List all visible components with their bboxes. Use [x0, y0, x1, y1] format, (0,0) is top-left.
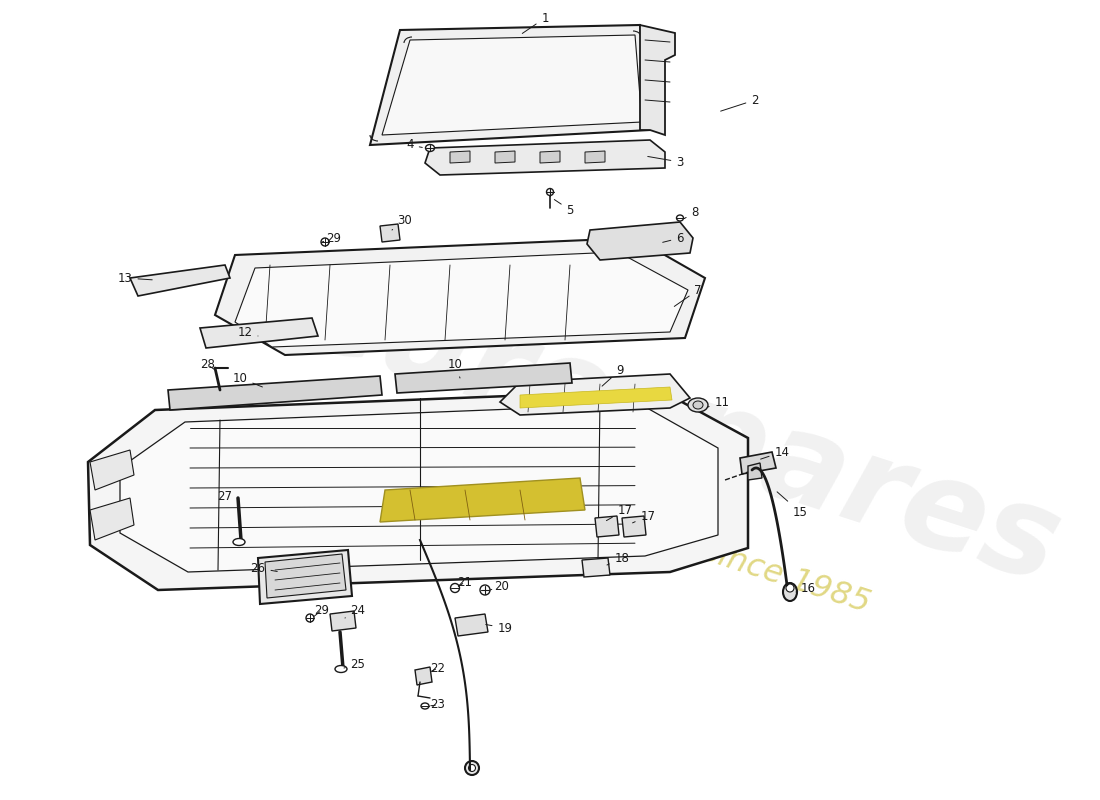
Text: 25: 25 — [344, 658, 365, 670]
Text: 30: 30 — [392, 214, 412, 230]
Text: 20: 20 — [490, 579, 509, 593]
Text: 27: 27 — [218, 490, 238, 502]
Text: 24: 24 — [345, 603, 365, 618]
Polygon shape — [585, 151, 605, 163]
Text: 2: 2 — [720, 94, 759, 111]
Ellipse shape — [783, 583, 798, 601]
Polygon shape — [88, 390, 748, 590]
Ellipse shape — [676, 215, 683, 221]
Polygon shape — [520, 387, 672, 408]
Polygon shape — [587, 222, 693, 260]
Ellipse shape — [480, 585, 490, 595]
Polygon shape — [382, 35, 642, 135]
Polygon shape — [540, 151, 560, 163]
Polygon shape — [621, 516, 646, 537]
Polygon shape — [214, 238, 705, 355]
Polygon shape — [495, 151, 515, 163]
Text: 15: 15 — [777, 492, 807, 518]
Polygon shape — [200, 318, 318, 348]
Text: a passion for parts since 1985: a passion for parts since 1985 — [406, 441, 874, 619]
Ellipse shape — [426, 145, 434, 151]
Text: 3: 3 — [648, 155, 684, 169]
Text: 19: 19 — [486, 622, 513, 634]
Polygon shape — [379, 478, 585, 522]
Text: 10: 10 — [232, 371, 263, 387]
Polygon shape — [379, 224, 400, 242]
Ellipse shape — [451, 583, 460, 593]
Polygon shape — [168, 376, 382, 410]
Text: 17: 17 — [606, 503, 632, 521]
Text: 18: 18 — [607, 551, 629, 565]
Text: 11: 11 — [707, 395, 729, 409]
Text: 10: 10 — [448, 358, 462, 378]
Text: 1: 1 — [522, 11, 549, 34]
Ellipse shape — [421, 703, 429, 709]
Ellipse shape — [233, 538, 245, 546]
Polygon shape — [740, 452, 776, 474]
Ellipse shape — [786, 584, 794, 592]
Ellipse shape — [469, 765, 475, 771]
Text: 9: 9 — [602, 363, 624, 386]
Text: 16: 16 — [796, 582, 815, 594]
Ellipse shape — [693, 401, 703, 409]
Polygon shape — [130, 265, 230, 296]
Polygon shape — [582, 558, 610, 577]
Ellipse shape — [306, 614, 313, 622]
Text: 14: 14 — [760, 446, 790, 459]
Text: 29: 29 — [315, 603, 330, 617]
Ellipse shape — [465, 761, 478, 775]
Polygon shape — [748, 463, 762, 480]
Polygon shape — [370, 25, 650, 145]
Polygon shape — [330, 611, 356, 631]
Polygon shape — [455, 614, 488, 636]
Polygon shape — [258, 550, 352, 604]
Text: 17: 17 — [632, 510, 656, 523]
Text: 28: 28 — [200, 358, 216, 371]
Ellipse shape — [321, 238, 329, 246]
Polygon shape — [235, 252, 688, 347]
Text: 4: 4 — [406, 138, 422, 151]
Text: 8: 8 — [684, 206, 699, 218]
Polygon shape — [120, 404, 718, 572]
Text: 6: 6 — [662, 231, 684, 245]
Polygon shape — [90, 450, 134, 490]
Polygon shape — [450, 151, 470, 163]
Polygon shape — [415, 667, 432, 685]
Text: 21: 21 — [458, 575, 473, 589]
Polygon shape — [395, 363, 572, 393]
Text: 29: 29 — [322, 231, 341, 245]
Polygon shape — [640, 25, 675, 135]
Text: 12: 12 — [238, 326, 258, 338]
Text: eurospares: eurospares — [286, 250, 1075, 610]
Polygon shape — [90, 498, 134, 540]
Text: 22: 22 — [430, 662, 446, 674]
Polygon shape — [265, 554, 346, 598]
Text: 5: 5 — [554, 199, 574, 217]
Ellipse shape — [688, 398, 708, 412]
Ellipse shape — [547, 189, 553, 195]
Text: 26: 26 — [251, 562, 277, 574]
Text: 23: 23 — [430, 698, 446, 711]
Polygon shape — [425, 140, 666, 175]
Polygon shape — [500, 374, 690, 415]
Text: 7: 7 — [674, 283, 702, 306]
Ellipse shape — [336, 666, 346, 673]
Polygon shape — [595, 516, 619, 537]
Text: 13: 13 — [118, 271, 152, 285]
